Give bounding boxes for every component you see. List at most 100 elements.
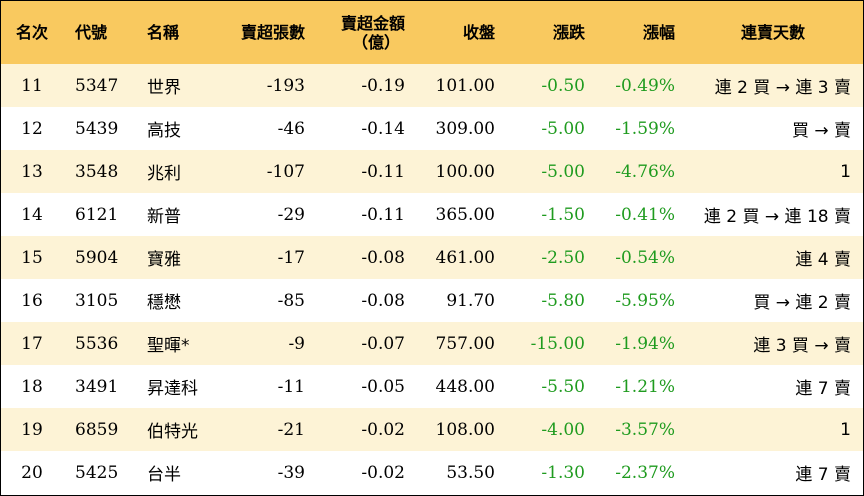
cell-code: 3548 [75,161,119,182]
cell-net-sell-lots: -9 [288,333,305,354]
cell-name: 兆利 [147,164,181,184]
cell-close: 91.70 [446,290,495,311]
cell-change-pct: -3.57% [615,419,675,440]
table-row: 16 3105 穩懋 -85 -0.08 91.70 -5.80 -5.95% … [1,279,863,322]
cell-net-sell-amount: -0.11 [361,161,405,182]
cell-close: 757.00 [435,333,495,354]
cell-change: -5.00 [541,161,585,182]
table-row: 17 5536 聖暉* -9 -0.07 757.00 -15.00 -1.94… [1,322,863,365]
table-header: 名次 代號 名稱 賣超張數 賣超金額 （億） 收盤 漲跌 漲幅 連賣天數 [1,1,863,64]
header-change-pct: 漲幅 [642,23,675,42]
cell-change: -15.00 [530,333,585,354]
cell-code: 5439 [75,118,119,139]
cell-rank: 19 [21,419,43,440]
cell-name: 寶雅 [147,250,181,270]
cell-streak: 連 3 買 → 賣 [753,336,851,356]
cell-name: 伯特光 [147,422,198,442]
cell-change-pct: -1.94% [615,333,675,354]
cell-code: 3491 [75,376,119,397]
cell-net-sell-amount: -0.08 [361,247,405,268]
cell-name: 穩懋 [147,293,181,313]
cell-change: -5.80 [541,290,585,311]
cell-change: -2.50 [541,247,585,268]
table-row: 15 5904 寶雅 -17 -0.08 461.00 -2.50 -0.54%… [1,236,863,279]
cell-change-pct: -5.95% [615,290,675,311]
cell-close: 101.00 [435,75,495,96]
cell-change: -5.50 [541,376,585,397]
cell-streak: 買 → 賣 [791,121,851,141]
cell-name: 新普 [147,207,181,227]
cell-net-sell-lots: -21 [277,419,305,440]
cell-streak: 連 2 買 → 連 3 賣 [714,78,851,98]
table-row: 13 3548 兆利 -107 -0.11 100.00 -5.00 -4.76… [1,150,863,193]
cell-net-sell-lots: -17 [277,247,305,268]
cell-streak: 1 [840,161,851,182]
cell-streak: 連 4 賣 [795,250,851,270]
table-row: 18 3491 昇達科 -11 -0.05 448.00 -5.50 -1.21… [1,365,863,408]
table-row: 12 5439 高技 -46 -0.14 309.00 -5.00 -1.59%… [1,107,863,150]
cell-change: -1.50 [541,204,585,225]
cell-net-sell-amount: -0.14 [361,118,405,139]
header-name: 名稱 [147,23,180,42]
cell-close: 309.00 [435,118,495,139]
cell-net-sell-lots: -29 [277,204,305,225]
cell-name: 高技 [147,121,181,141]
header-net-sell-amount-line2: （億） [351,32,400,52]
cell-code: 5425 [75,462,119,483]
cell-change-pct: -1.59% [615,118,675,139]
cell-rank: 16 [21,290,43,311]
cell-name: 台半 [147,465,181,485]
cell-close: 365.00 [435,204,495,225]
cell-code: 5536 [75,333,119,354]
cell-net-sell-amount: -0.11 [361,204,405,225]
cell-code: 5904 [75,247,119,268]
header-net-sell-amount: 賣超金額 （億） [313,1,413,64]
cell-rank: 15 [21,247,43,268]
cell-change: -1.30 [541,462,585,483]
cell-net-sell-lots: -85 [277,290,305,311]
header-close: 收盤 [462,23,495,42]
cell-net-sell-lots: -11 [277,376,305,397]
cell-code: 6859 [75,419,119,440]
cell-close: 461.00 [435,247,495,268]
cell-change: -5.00 [541,118,585,139]
cell-net-sell-amount: -0.02 [361,419,405,440]
cell-code: 3105 [75,290,119,311]
header-streak: 連賣天數 [740,23,805,42]
cell-close: 100.00 [435,161,495,182]
table-row: 19 6859 伯特光 -21 -0.02 108.00 -4.00 -3.57… [1,408,863,451]
cell-close: 108.00 [435,419,495,440]
cell-change-pct: -0.41% [615,204,675,225]
cell-rank: 18 [21,376,43,397]
cell-change-pct: -1.21% [615,376,675,397]
header-row: 名次 代號 名稱 賣超張數 賣超金額 （億） 收盤 漲跌 漲幅 連賣天數 [1,1,863,64]
cell-name: 昇達科 [147,379,198,399]
cell-net-sell-lots: -107 [266,161,305,182]
cell-code: 5347 [75,75,119,96]
cell-change-pct: -0.54% [615,247,675,268]
cell-streak: 1 [840,419,851,440]
cell-streak: 買 → 連 2 賣 [753,293,851,313]
table-body: 11 5347 世界 -193 -0.19 101.00 -0.50 -0.49… [1,64,863,494]
cell-change: -0.50 [541,75,585,96]
cell-net-sell-amount: -0.19 [361,75,405,96]
table-row: 14 6121 新普 -29 -0.11 365.00 -1.50 -0.41%… [1,193,863,236]
table-row: 11 5347 世界 -193 -0.19 101.00 -0.50 -0.49… [1,64,863,107]
header-change: 漲跌 [552,23,585,42]
cell-rank: 12 [21,118,43,139]
cell-net-sell-amount: -0.02 [361,462,405,483]
cell-net-sell-amount: -0.08 [361,290,405,311]
header-rank: 名次 [15,23,48,42]
cell-net-sell-amount: -0.07 [361,333,405,354]
cell-close: 53.50 [446,462,495,483]
cell-change-pct: -2.37% [615,462,675,483]
cell-net-sell-lots: -193 [266,75,305,96]
cell-name: 聖暉* [147,336,190,356]
cell-name: 世界 [147,78,181,98]
cell-streak: 連 7 賣 [795,379,851,399]
cell-code: 6121 [75,204,119,225]
cell-net-sell-amount: -0.05 [361,376,405,397]
header-code: 代號 [75,23,108,42]
